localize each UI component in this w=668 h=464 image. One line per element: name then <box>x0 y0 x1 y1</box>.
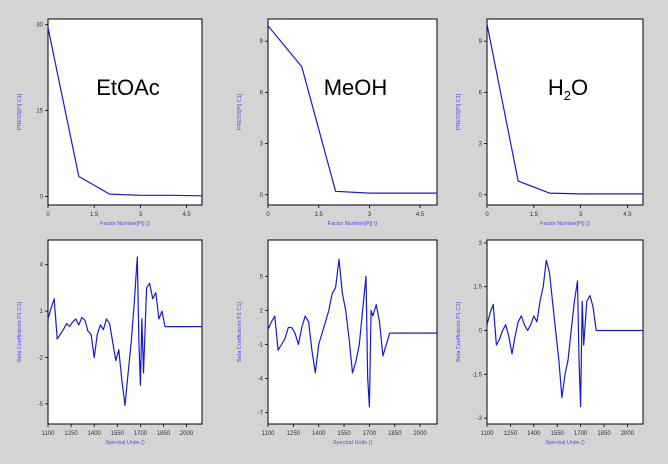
x-tick-label: 1.5 <box>90 212 99 218</box>
x-axis-label: Factor Number[Pj] () <box>328 221 378 227</box>
y-tick-label: 30 <box>36 23 43 29</box>
x-tick-label: 4.5 <box>182 212 191 218</box>
y-tick-label: 3 <box>260 142 264 148</box>
y-axis-label: PRESS[Pi] C1] <box>456 93 462 130</box>
x-tick-label: 1400 <box>527 431 541 437</box>
x-tick-label: 1550 <box>551 431 565 437</box>
x-tick-label: 1850 <box>157 431 171 437</box>
y-tick-label: 1 <box>40 309 44 315</box>
plot-area <box>267 18 438 206</box>
y-tick-label: 6 <box>260 90 264 96</box>
y-tick-label: 3 <box>479 241 483 247</box>
series-line <box>486 23 643 195</box>
chart-panel-3: 0 1.5 3 4.5 0 3 6 9 Factor Number[Pj] () PRESS[Pi… <box>456 18 644 227</box>
y-tick-label: 6 <box>479 90 483 96</box>
y-tick-label: -2 <box>38 356 44 362</box>
y-tick-label: -4 <box>258 377 264 383</box>
series-line <box>267 258 437 408</box>
x-axis-label: Spectral Units () <box>545 440 585 446</box>
x-tick-label: 0 <box>46 212 50 218</box>
x-tick-label: 1100 <box>262 431 276 437</box>
x-tick-label: 1700 <box>134 431 148 437</box>
y-tick-label: -3 <box>477 416 483 422</box>
x-tick-label: 1700 <box>363 431 377 437</box>
y-axis-label: Beta Coefficients P1 C1] <box>456 302 462 362</box>
x-tick-label: 2000 <box>621 431 635 437</box>
y-tick-label: -5 <box>38 402 44 408</box>
series-line <box>47 256 202 406</box>
y-tick-label: 0 <box>260 193 264 199</box>
plot-area <box>267 239 438 425</box>
solvent-label: EtOAc <box>96 75 160 100</box>
x-tick-label: 1400 <box>88 431 102 437</box>
plot-area <box>486 239 644 425</box>
x-tick-label: 0 <box>266 212 270 218</box>
plot-area <box>47 18 203 206</box>
y-tick-label: 1.5 <box>474 285 483 291</box>
series-line <box>267 25 437 194</box>
x-tick-label: 1.5 <box>315 212 324 218</box>
x-tick-label: 1.5 <box>530 212 539 218</box>
chart-panel-1: 0 1.5 3 4.5 0 15 30 Factor Number[Pj] () PRESS[P… <box>17 18 203 227</box>
x-tick-label: 2000 <box>413 431 427 437</box>
y-tick-label: 9 <box>260 39 264 45</box>
x-axis-label: Factor Number[Pj] () <box>540 221 590 227</box>
y-axis-label: PRESS[Pi] C1] <box>17 93 23 130</box>
x-tick-label: 1250 <box>287 431 301 437</box>
chart-panel-6: 1100 1250 1400 1550 1700 1850 2000 -3 -1.5 0 1.5 3 S… <box>456 239 644 446</box>
x-tick-label: 1100 <box>481 431 495 437</box>
plot-area <box>486 18 644 206</box>
x-tick-label: 3 <box>579 212 583 218</box>
x-tick-label: 1400 <box>312 431 326 437</box>
solvent-label: H2O <box>548 75 588 103</box>
x-tick-label: 1250 <box>64 431 78 437</box>
x-tick-label: 1850 <box>388 431 402 437</box>
y-tick-label: 4 <box>40 263 44 269</box>
x-tick-label: 1250 <box>504 431 518 437</box>
y-tick-label: 5 <box>260 274 264 280</box>
x-tick-label: 1100 <box>42 431 56 437</box>
plot-area <box>47 239 203 425</box>
y-tick-label: 0 <box>479 193 483 199</box>
x-tick-label: 1550 <box>337 431 351 437</box>
series-line <box>486 259 643 408</box>
y-tick-label: 3 <box>479 142 483 148</box>
solvent-label: MeOH <box>324 75 388 100</box>
chart-panel-4: 1100 1250 1400 1550 1700 1850 2000 -5 -2 1 4 Spectr… <box>17 239 203 446</box>
x-tick-label: 1550 <box>111 431 125 437</box>
chart-panel-5: 1100 1250 1400 1550 1700 1850 2000 -7 -4 -1 2 5 Spec… <box>237 239 438 446</box>
y-tick-label: -7 <box>258 411 264 417</box>
y-tick-label: 15 <box>36 109 43 115</box>
x-axis-label: Factor Number[Pj] () <box>100 221 150 227</box>
x-tick-label: 1850 <box>597 431 611 437</box>
x-tick-label: 3 <box>139 212 143 218</box>
y-axis-label: Beta Coefficients P1 C1] <box>237 302 243 362</box>
x-tick-label: 0 <box>485 212 489 218</box>
x-axis-label: Spectral Units () <box>105 440 145 446</box>
x-axis-label: Spectral Units () <box>333 440 373 446</box>
y-tick-label: 0 <box>40 194 44 200</box>
x-tick-label: 3 <box>368 212 372 218</box>
x-tick-label: 1700 <box>574 431 588 437</box>
y-axis-label: Beta Coefficients P1 C1] <box>17 302 23 362</box>
y-tick-label: -1.5 <box>472 372 483 378</box>
x-tick-label: 4.5 <box>623 212 632 218</box>
chart-panel-2: 0 1.5 3 4.5 0 3 6 9 Factor Number[Pj] () PRESS[Pi… <box>237 18 438 227</box>
y-tick-label: 2 <box>260 308 264 314</box>
y-tick-label: 0 <box>479 329 483 335</box>
x-tick-label: 2000 <box>180 431 194 437</box>
y-tick-label: 9 <box>479 39 483 45</box>
series-line <box>47 27 203 197</box>
x-tick-label: 4.5 <box>416 212 425 218</box>
y-axis-label: PRESS[Pi] C1] <box>237 93 243 130</box>
y-tick-label: -1 <box>258 342 264 348</box>
